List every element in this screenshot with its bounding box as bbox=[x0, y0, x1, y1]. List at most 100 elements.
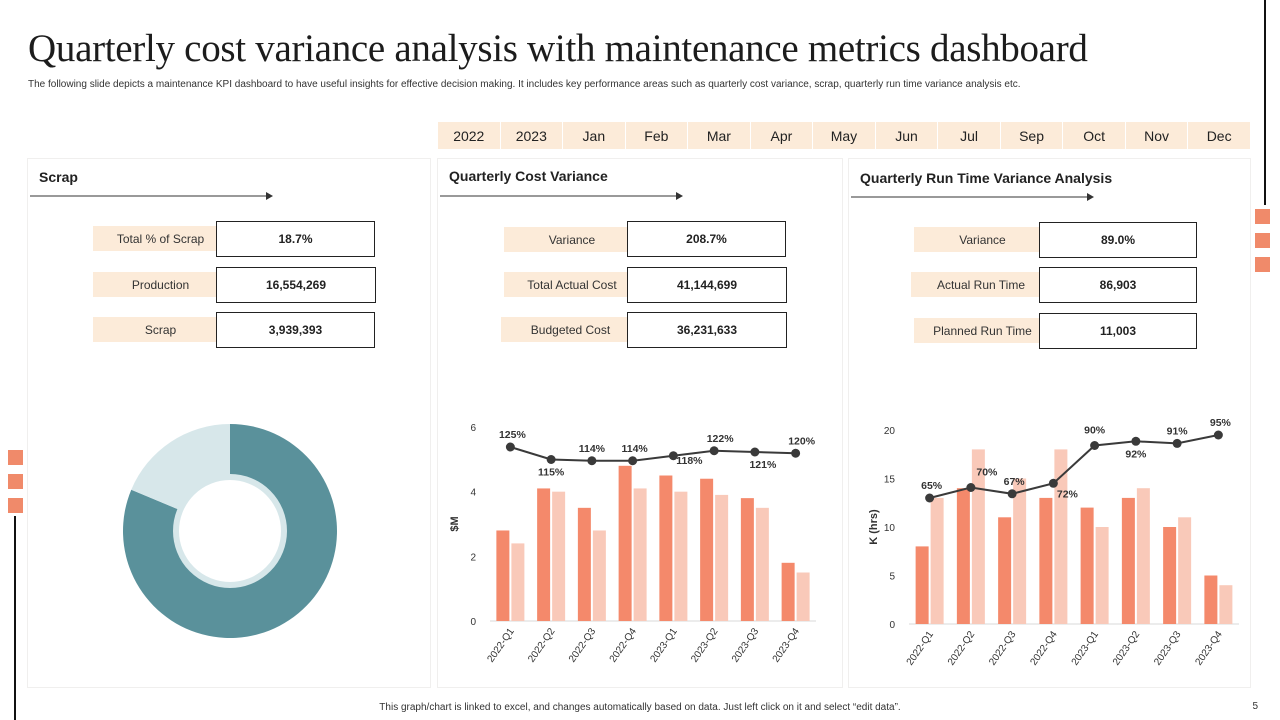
right-decor-square bbox=[1255, 233, 1270, 248]
filter-sep[interactable]: Sep bbox=[1001, 122, 1064, 149]
filter-apr[interactable]: Apr bbox=[751, 122, 814, 149]
variance-point bbox=[1131, 436, 1141, 446]
scrap-panel-title: Scrap bbox=[39, 169, 78, 185]
bar-secondary bbox=[1219, 585, 1233, 624]
variance-data-label: 120% bbox=[788, 435, 816, 447]
variance-data-label: 115% bbox=[538, 467, 565, 479]
variance-point bbox=[925, 493, 935, 503]
variance-line bbox=[510, 446, 796, 462]
kpi-value-actual-run-time: 86,903 bbox=[1039, 267, 1197, 303]
variance-data-label: 67% bbox=[1004, 476, 1026, 488]
variance-data-label: 90% bbox=[1084, 425, 1106, 437]
right-decor-line bbox=[1264, 0, 1266, 205]
bar-secondary bbox=[1054, 449, 1068, 624]
variance-line bbox=[929, 434, 1219, 499]
bar-secondary bbox=[633, 488, 647, 621]
variance-point bbox=[546, 455, 556, 464]
filter-feb[interactable]: Feb bbox=[626, 122, 689, 149]
donut-slice-production bbox=[123, 424, 337, 638]
variance-point bbox=[1213, 430, 1223, 440]
bar-primary bbox=[998, 517, 1012, 624]
bar-secondary bbox=[715, 494, 729, 621]
y-tick-label: 6 bbox=[470, 423, 476, 434]
filter-nov[interactable]: Nov bbox=[1126, 122, 1189, 149]
x-tick-label: 2022-Q2 bbox=[526, 626, 558, 665]
variance-data-label: 92% bbox=[1125, 448, 1147, 460]
variance-data-label: 118% bbox=[676, 455, 703, 467]
kpi-label-actual-run-time: Actual Run Time bbox=[911, 272, 1053, 297]
y-tick-label: 20 bbox=[884, 426, 896, 437]
x-tick-label: 2022-Q2 bbox=[946, 629, 978, 668]
arrow-right-icon bbox=[851, 191, 1096, 203]
y-axis-label: K (hrs) bbox=[868, 509, 880, 545]
bar-primary bbox=[577, 507, 591, 621]
period-filter-bar: 2022 2023 Jan Feb Mar Apr May Jun Jul Se… bbox=[438, 122, 1250, 149]
variance-point bbox=[668, 451, 678, 461]
bar-secondary bbox=[1136, 488, 1150, 624]
kpi-label-total-actual-cost: Total Actual Cost bbox=[504, 272, 642, 297]
variance-data-label: 114% bbox=[621, 443, 648, 455]
left-decor-square bbox=[8, 498, 23, 513]
cost-panel-title: Quarterly Cost Variance bbox=[449, 168, 608, 184]
variance-data-label: 121% bbox=[749, 459, 777, 471]
bar-primary bbox=[1121, 497, 1135, 624]
kpi-value-runtime-variance: 89.0% bbox=[1039, 222, 1197, 258]
bar-secondary bbox=[1013, 478, 1027, 624]
bar-secondary bbox=[971, 449, 985, 624]
kpi-value-budgeted-cost: 36,231,633 bbox=[627, 312, 787, 348]
arrow-right-icon bbox=[30, 190, 275, 202]
x-tick-label: 2022-Q1 bbox=[485, 626, 517, 665]
filter-mar[interactable]: Mar bbox=[688, 122, 751, 149]
variance-point bbox=[1007, 489, 1017, 499]
y-tick-label: 0 bbox=[889, 620, 895, 631]
left-decor-square bbox=[8, 474, 23, 489]
variance-point bbox=[1172, 438, 1182, 448]
bar-primary bbox=[781, 562, 795, 621]
x-tick-label: 2022-Q1 bbox=[905, 629, 937, 668]
right-decor-square bbox=[1255, 209, 1270, 224]
bar-primary bbox=[537, 488, 551, 621]
bar-secondary bbox=[674, 491, 688, 621]
x-tick-label: 2023-Q2 bbox=[1111, 629, 1143, 668]
y-tick-label: 5 bbox=[889, 572, 895, 583]
variance-data-label: 122% bbox=[707, 433, 735, 445]
variance-point bbox=[587, 456, 597, 466]
y-tick-label: 2 bbox=[470, 552, 476, 563]
variance-data-label: 72% bbox=[1057, 488, 1079, 500]
y-tick-label: 10 bbox=[884, 523, 896, 534]
variance-point bbox=[709, 446, 719, 456]
kpi-label-scrap: Scrap bbox=[93, 317, 230, 342]
filter-jun[interactable]: Jun bbox=[876, 122, 939, 149]
y-tick-label: 4 bbox=[470, 488, 476, 499]
page-title: Quarterly cost variance analysis with ma… bbox=[28, 27, 1088, 70]
scrap-panel: Scrap Total % of Scrap 18.7% Production … bbox=[27, 158, 431, 688]
bar-secondary bbox=[755, 507, 769, 621]
right-decor-square bbox=[1255, 257, 1270, 272]
x-tick-label: 2023-Q4 bbox=[771, 626, 803, 665]
filter-2023[interactable]: 2023 bbox=[501, 122, 564, 149]
variance-point bbox=[966, 483, 976, 492]
filter-jan[interactable]: Jan bbox=[563, 122, 626, 149]
filter-2022[interactable]: 2022 bbox=[438, 122, 501, 149]
bar-secondary bbox=[511, 543, 525, 621]
x-tick-label: 2023-Q1 bbox=[1070, 629, 1102, 668]
variance-point bbox=[1090, 441, 1100, 450]
variance-data-label: 114% bbox=[579, 443, 606, 455]
donut-slice-scrap bbox=[131, 424, 230, 510]
bar-primary bbox=[659, 475, 673, 621]
x-tick-label: 2023-Q3 bbox=[730, 626, 762, 665]
x-tick-label: 2022-Q4 bbox=[1028, 629, 1060, 668]
bar-secondary bbox=[592, 530, 606, 621]
bar-primary bbox=[740, 498, 754, 621]
filter-oct[interactable]: Oct bbox=[1063, 122, 1126, 149]
filter-jul[interactable]: Jul bbox=[938, 122, 1001, 149]
variance-point bbox=[628, 456, 638, 466]
filter-may[interactable]: May bbox=[813, 122, 876, 149]
x-tick-label: 2023-Q2 bbox=[689, 626, 721, 665]
bar-primary bbox=[496, 530, 510, 621]
filter-dec[interactable]: Dec bbox=[1206, 127, 1232, 144]
variance-data-label: 125% bbox=[499, 429, 527, 441]
x-tick-label: 2023-Q3 bbox=[1152, 629, 1184, 668]
bar-primary bbox=[1163, 527, 1177, 624]
